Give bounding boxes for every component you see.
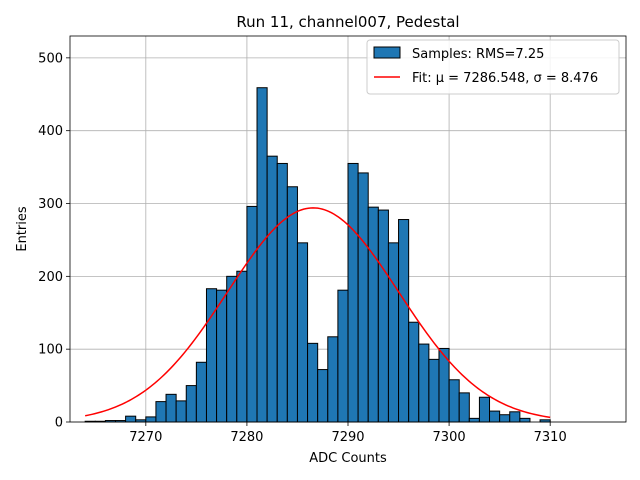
- histogram-bar: [387, 242, 400, 423]
- histogram-bar: [398, 219, 410, 423]
- x-axis-title: ADC Counts: [309, 451, 387, 466]
- histogram-bar: [418, 343, 430, 423]
- fit-curve: [85, 207, 551, 419]
- legend-fit-label: Fit: μ = 7286.548, σ = 8.476: [412, 71, 598, 86]
- legend-histogram-label: Samples: RMS=7.25: [412, 47, 544, 62]
- histogram-bar: [236, 270, 248, 423]
- histogram-bar: [408, 321, 420, 423]
- histogram-bar: [478, 396, 491, 423]
- y-tick-label: 100: [38, 343, 63, 358]
- histogram-bar: [145, 416, 157, 423]
- histogram-bar: [377, 209, 389, 423]
- histogram-bar: [317, 369, 329, 423]
- x-tick-label: 7310: [534, 430, 567, 445]
- histogram-bar: [216, 289, 228, 423]
- histogram-bar: [246, 205, 258, 423]
- histogram-bar: [286, 186, 298, 423]
- x-tick-label: 7270: [129, 430, 162, 445]
- histogram-bar: [519, 417, 531, 423]
- histogram-bar: [205, 288, 218, 423]
- legend-box: [366, 39, 620, 95]
- histogram-bar: [195, 361, 207, 423]
- histogram-bar: [499, 414, 511, 423]
- histogram-bar: [448, 379, 460, 423]
- histogram-bar: [489, 410, 501, 423]
- histogram-bar: [175, 400, 187, 423]
- x-tick-label: 7280: [230, 430, 263, 445]
- histogram-bar: [155, 401, 167, 423]
- histogram-bar: [468, 417, 480, 423]
- histogram-bar: [347, 162, 359, 423]
- histogram-bars: [84, 87, 551, 423]
- histogram-bar: [165, 393, 177, 423]
- y-axis-title: Entries: [15, 206, 30, 252]
- x-axis-ticks: 7270 7280 7290 7300 7310: [129, 422, 567, 445]
- histogram-bar: [428, 358, 440, 423]
- histogram-bar: [337, 289, 349, 423]
- histogram-bar: [357, 172, 369, 423]
- histogram-bar: [256, 87, 268, 423]
- histogram-bar: [276, 162, 288, 423]
- histogram-bar: [185, 385, 197, 423]
- y-tick-label: 300: [38, 197, 63, 212]
- histogram-bar: [458, 392, 470, 423]
- histogram-bar: [367, 206, 379, 423]
- histogram-bar: [125, 415, 137, 423]
- y-tick-label: 500: [38, 51, 63, 66]
- x-tick-label: 7290: [331, 430, 364, 445]
- legend-histogram-swatch: [373, 46, 401, 59]
- y-tick-label: 0: [55, 416, 63, 431]
- histogram-bar: [307, 342, 319, 423]
- y-axis-ticks: 0 100 200 300 400 500: [38, 51, 70, 431]
- y-tick-label: 400: [38, 124, 63, 139]
- histogram-bar: [296, 242, 309, 423]
- legend: Samples: RMS=7.25 Fit: μ = 7286.548, σ =…: [366, 39, 620, 95]
- x-tick-label: 7300: [433, 430, 466, 445]
- histogram-bar: [327, 336, 339, 423]
- chart-title: Run 11, channel007, Pedestal: [236, 13, 459, 31]
- y-tick-label: 200: [38, 270, 63, 285]
- histogram-bar: [509, 411, 521, 423]
- histogram-bar: [226, 275, 238, 423]
- histogram-bar: [266, 155, 278, 423]
